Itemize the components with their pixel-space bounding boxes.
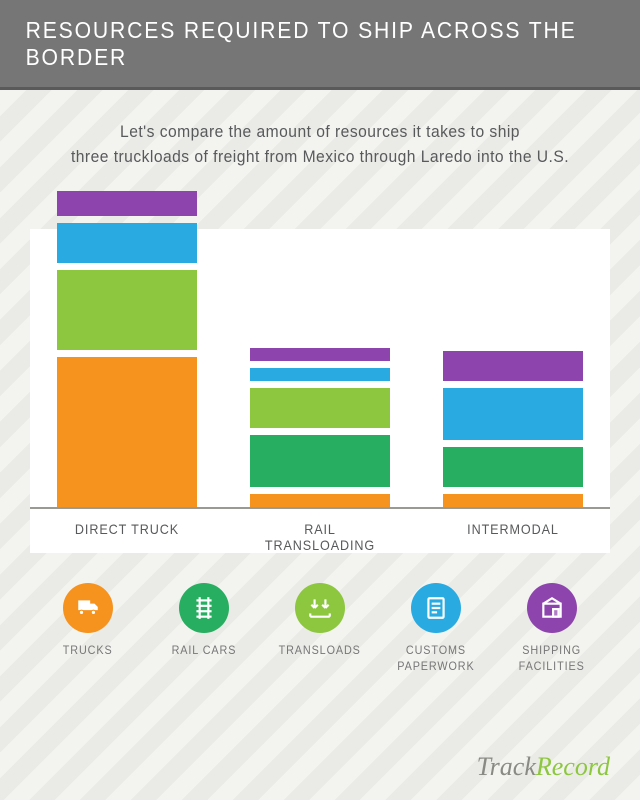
logo-part1: Track (477, 752, 536, 781)
legend-item-customs: CUSTOMSPAPERWORK (386, 583, 486, 674)
legend-label: TRANSLOADS (279, 643, 361, 659)
segment-transloads (250, 388, 390, 428)
segment-customs (250, 368, 390, 381)
segment-rail (250, 435, 390, 487)
bar (250, 348, 390, 507)
bar (443, 351, 583, 507)
segment-shipping (250, 348, 390, 361)
category-label: INTERMODAL (450, 521, 576, 553)
legend-label: RAIL CARS (172, 643, 237, 659)
trucks-icon (63, 583, 113, 633)
legend: TRUCKS RAIL CARS TRANSLOADS CUSTOMSPAPERWOR… (30, 583, 610, 674)
rail-icon (179, 583, 229, 633)
logo: TrackRecord (477, 752, 610, 782)
subtitle: Let's compare the amount of resources it… (26, 90, 615, 179)
legend-label: TRUCKS (63, 643, 113, 659)
segment-shipping (443, 351, 583, 381)
legend-item-shipping: SHIPPINGFACILITIES (502, 583, 602, 674)
subtitle-line1: Let's compare the amount of resources it… (120, 122, 520, 141)
segment-trucks (443, 494, 583, 507)
legend-item-rail: RAIL CARS (154, 583, 254, 674)
segment-transloads (57, 270, 197, 350)
customs-icon (411, 583, 461, 633)
shipping-icon (527, 583, 577, 633)
header: RESOURCES REQUIRED TO SHIP ACROSS THE BO… (0, 0, 640, 90)
chart-labels: DIRECT TRUCK RAIL TRANSLOADING INTERMODAL (30, 521, 610, 553)
segment-rail (443, 447, 583, 487)
stacked-bar-chart (30, 199, 610, 509)
legend-label: SHIPPINGFACILITIES (519, 643, 585, 674)
category-label: RAIL TRANSLOADING (257, 521, 383, 553)
subtitle-line2: three truckloads of freight from Mexico … (71, 147, 569, 166)
segment-trucks (250, 494, 390, 507)
legend-label: CUSTOMSPAPERWORK (397, 643, 474, 674)
segment-trucks (57, 357, 197, 507)
segment-customs (443, 388, 583, 440)
segment-shipping (57, 191, 197, 216)
bar (57, 191, 197, 507)
chart-container: DIRECT TRUCK RAIL TRANSLOADING INTERMODAL (30, 199, 610, 553)
page-title: RESOURCES REQUIRED TO SHIP ACROSS THE BO… (26, 17, 615, 71)
logo-part2: Record (536, 752, 610, 781)
category-label: DIRECT TRUCK (64, 521, 190, 553)
segment-customs (57, 223, 197, 263)
legend-item-transloads: TRANSLOADS (270, 583, 370, 674)
transloads-icon (295, 583, 345, 633)
legend-item-trucks: TRUCKS (38, 583, 138, 674)
